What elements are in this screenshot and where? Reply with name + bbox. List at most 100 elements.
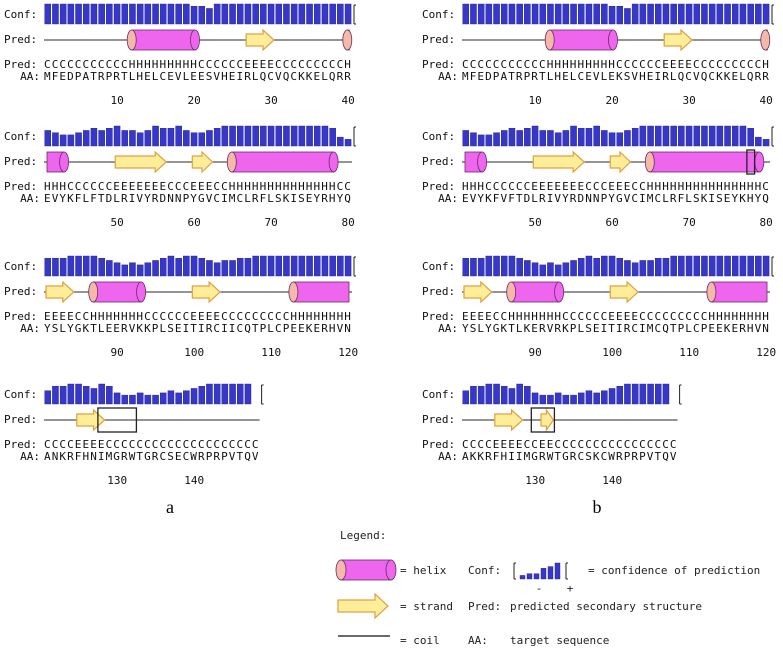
confidence-bar bbox=[685, 255, 693, 277]
confidence-bar bbox=[654, 3, 662, 25]
confidence-bar bbox=[244, 383, 252, 405]
confidence-bar bbox=[724, 125, 731, 147]
confidence-bar bbox=[616, 386, 623, 405]
confidence-bar bbox=[739, 125, 747, 147]
legend-aa-desc: target sequence bbox=[510, 634, 609, 647]
confidence-bar bbox=[493, 255, 500, 277]
confidence-bar bbox=[136, 264, 144, 277]
confidence-bar bbox=[477, 134, 485, 147]
confidence-bar bbox=[121, 394, 128, 405]
helix-cap-right bbox=[554, 281, 565, 303]
confidence-bar bbox=[601, 255, 608, 277]
confidence-bar bbox=[470, 386, 477, 405]
confidence-bar bbox=[175, 125, 182, 147]
aa-sequence: AKKRFHIIMGRWTGRCSKCWRPRPVTQV bbox=[462, 450, 677, 463]
confidence-bar bbox=[531, 125, 539, 147]
confidence-bar bbox=[206, 383, 213, 405]
confidence-bar bbox=[516, 258, 523, 277]
panel-a-caption: a bbox=[166, 497, 174, 517]
confidence-bar bbox=[75, 383, 82, 405]
tick-label: 120 bbox=[756, 346, 776, 359]
confidence-bar bbox=[267, 125, 275, 147]
confidence-bars bbox=[44, 3, 356, 25]
position-ticks: 10 20 30 40 bbox=[529, 94, 773, 107]
confidence-bar bbox=[260, 255, 267, 277]
pred-track-label: Pred: bbox=[4, 155, 37, 168]
confidence-bar bbox=[577, 128, 585, 147]
pred-ss-label: Pred: bbox=[422, 438, 455, 451]
pred-ss-label: Pred: bbox=[4, 438, 37, 451]
position-ticks: 50 60 70 80 bbox=[111, 216, 355, 229]
confidence-bar bbox=[762, 3, 770, 25]
confidence-bar bbox=[198, 386, 205, 405]
confidence-bar bbox=[121, 3, 128, 25]
confidence-bar bbox=[601, 130, 608, 147]
pred-ss-label: Pred: bbox=[422, 310, 455, 323]
tick-label: 120 bbox=[338, 346, 358, 359]
confidence-bar bbox=[44, 3, 52, 25]
confidence-bar bbox=[252, 3, 259, 25]
confidence-bracket bbox=[771, 256, 774, 277]
aa-sequence: YSLYGKTLKERVRKPLSEITIRCIMCQTPLCPEEKERHVN bbox=[462, 322, 769, 335]
confidence-bar bbox=[716, 3, 724, 25]
confidence-bar bbox=[724, 255, 731, 277]
legend-conf-bar bbox=[526, 573, 533, 580]
panel-a: Conf:Pred:Pred:AA:CCCCCCCCCCCHHHHHHHHHCC… bbox=[4, 3, 358, 487]
confidence-bar bbox=[500, 255, 508, 277]
strand-arrow bbox=[663, 28, 693, 52]
highlight-box bbox=[530, 407, 556, 433]
confidence-bar bbox=[647, 260, 654, 277]
confidence-bar bbox=[539, 3, 546, 25]
highlight-box bbox=[97, 407, 138, 433]
confidence-bar bbox=[516, 130, 523, 147]
confidence-bar bbox=[206, 8, 213, 25]
pred-track-label: Pred: bbox=[422, 413, 455, 426]
confidence-bar bbox=[647, 125, 654, 147]
confidence-bar bbox=[654, 383, 662, 405]
confidence-bar bbox=[90, 255, 98, 277]
confidence-bar bbox=[524, 386, 531, 405]
confidence-bar bbox=[306, 125, 313, 147]
confidence-bar bbox=[229, 125, 236, 147]
sequence-block: Conf:Pred:Pred:AA:EEEECCHHHHHHHCCCCCCEEE… bbox=[422, 255, 776, 359]
confidence-bar bbox=[321, 255, 329, 277]
sequence-block: Conf:Pred:Pred:AA:HHHCCCCCCEEEEEEECCCEEE… bbox=[422, 125, 774, 229]
confidence-bar bbox=[75, 255, 82, 277]
strand-arrow bbox=[540, 408, 555, 432]
confidence-bar bbox=[52, 3, 59, 25]
helix-segment bbox=[506, 281, 565, 303]
confidence-bar bbox=[167, 3, 175, 25]
confidence-bar bbox=[485, 383, 493, 405]
confidence-bar bbox=[601, 3, 608, 25]
confidence-bar bbox=[477, 386, 485, 405]
confidence-bar bbox=[701, 255, 708, 277]
confidence-bar bbox=[508, 128, 516, 147]
confidence-bar bbox=[701, 3, 708, 25]
confidence-bar bbox=[631, 383, 639, 405]
legend-conf-desc: = confidence of prediction bbox=[588, 564, 760, 577]
confidence-bar bbox=[252, 255, 259, 277]
predicted-ss-sequence: CCCCCCCCCCCHHHHHHHHHCCCCCCEEEECCCCCCCCCH bbox=[462, 58, 769, 71]
tick-label: 110 bbox=[261, 346, 281, 359]
confidence-bar bbox=[244, 125, 252, 147]
confidence-bar bbox=[221, 3, 229, 25]
tick-label: 10 bbox=[111, 94, 124, 107]
tick-label: 70 bbox=[265, 216, 278, 229]
confidence-bar bbox=[152, 260, 159, 277]
tick-label: 20 bbox=[606, 94, 619, 107]
confidence-bar bbox=[462, 258, 470, 277]
strand-arrow bbox=[76, 408, 106, 432]
pred-ss-label: Pred: bbox=[4, 310, 37, 323]
confidence-bar bbox=[298, 255, 306, 277]
confidence-bars bbox=[462, 3, 774, 25]
confidence-bar bbox=[662, 125, 670, 147]
confidence-bracket bbox=[771, 126, 774, 147]
confidence-bars bbox=[462, 383, 682, 405]
tick-label: 30 bbox=[265, 94, 278, 107]
confidence-bar bbox=[647, 383, 654, 405]
helix-body bbox=[510, 281, 560, 303]
confidence-bar bbox=[136, 3, 144, 25]
confidence-bar bbox=[477, 258, 485, 277]
helix-cap-left bbox=[288, 281, 299, 303]
confidence-bar bbox=[59, 258, 67, 277]
